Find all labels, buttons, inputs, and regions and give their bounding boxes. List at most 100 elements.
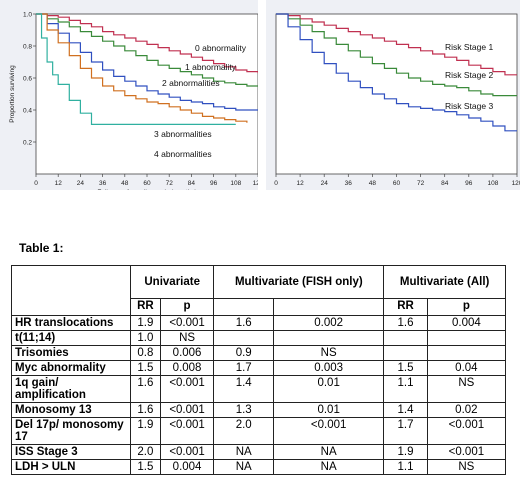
table-cell: 1.3 [213, 402, 275, 418]
table-cell: 0.04 [426, 360, 507, 376]
series-line [36, 13, 258, 87]
table-row: 1q gain/ amplification 1.6 <0.001 1.4 0.01 1.… [11, 375, 507, 403]
table-cell: <0.001 [273, 417, 385, 445]
series-line [36, 13, 259, 74]
table-cell: NA [273, 459, 385, 475]
table-cell: NA [213, 459, 275, 475]
x-tick-label: 84 [188, 180, 196, 187]
table-row: Myc abnormality 1.5 0.008 1.7 0.003 1.5 0.04 [11, 360, 507, 376]
table-group-header: Multivariate (All) [383, 265, 506, 299]
table-cell: 2.0 [130, 444, 161, 460]
x-tick-label: 96 [210, 180, 218, 187]
table-cell: <0.001 [159, 375, 215, 403]
series-line [276, 13, 517, 76]
x-tick-label: 36 [99, 180, 107, 187]
table-cell: 1.4 [213, 375, 275, 403]
table-cell [383, 345, 428, 361]
table-cell: NA [273, 444, 385, 460]
table-cell: 0.01 [273, 402, 385, 418]
table-group-header: Multivariate (FISH only) [213, 265, 385, 299]
row-label: Trisomies [11, 345, 131, 361]
x-tick-label: 72 [417, 180, 425, 187]
x-tick-label: 108 [230, 180, 241, 187]
table-caption: Table 1: [19, 241, 64, 255]
x-tick-label: 120 [253, 180, 258, 187]
table-cell: NS [159, 330, 215, 346]
table-subheader-row: RR p RR p [12, 298, 507, 316]
table-cell: NS [426, 459, 507, 475]
table-cell: 1.7 [383, 417, 428, 445]
row-label: t(11;14) [11, 330, 131, 346]
survival-chart-risk-stage: 0 12 24 36 48 60 72 84 96 108 120 Risk Stage 1 Risk … [266, 0, 520, 190]
survival-chart-abnormalities: 0 12 24 36 48 60 72 84 96 108 120 0.2 0.4 0.6 0.8 1.0 Pr… [0, 0, 264, 196]
table-cell: 0.01 [273, 375, 385, 403]
table-cell: <0.001 [159, 315, 215, 331]
series-label: 1 abnormality [185, 62, 237, 72]
y-axis-label: Proportion surviving [9, 65, 16, 123]
table-cell: 1.6 [383, 315, 428, 331]
row-label: ISS Stage 3 [11, 444, 131, 460]
x-tick-label: 48 [369, 180, 377, 187]
x-tick-label: 120 [512, 180, 520, 187]
table-cell: 1.7 [213, 360, 275, 376]
x-tick-label: 60 [143, 180, 151, 187]
y-tick-label: 1.0 [23, 12, 32, 19]
y-tick-label: 0.8 [23, 44, 32, 51]
table-cell: 0.004 [426, 315, 507, 331]
x-tick-label: 108 [487, 180, 498, 187]
table-group-header-row: Univariate Multivariate (FISH only) Multiv… [11, 265, 506, 316]
table-cell: 1.5 [130, 360, 161, 376]
table-cell: 0.004 [159, 459, 215, 475]
x-tick-label: 60 [393, 180, 401, 187]
table-cell: 1.1 [383, 459, 428, 475]
table-cell: 0.9 [213, 345, 275, 361]
table-cell: 1.9 [130, 315, 161, 331]
series-line [36, 13, 236, 125]
x-tick-label: 96 [465, 180, 473, 187]
table-cell: 1.9 [130, 417, 161, 445]
table-subheader: p [426, 298, 507, 316]
series-line [276, 13, 517, 97]
x-tick-label: 12 [55, 180, 63, 187]
x-tick-label: 0 [34, 180, 38, 187]
x-tick-label: 36 [345, 180, 353, 187]
x-tick-label: 24 [77, 180, 85, 187]
table-row: LDH > ULN 1.5 0.004 NA NA 1.1 NS [11, 459, 507, 475]
table-cell [213, 330, 275, 346]
table-corner-cell [11, 265, 131, 316]
table-cell: 2.0 [213, 417, 275, 445]
series-line [36, 13, 258, 111]
row-label: Monosomy 13 [11, 402, 131, 418]
table-cell [383, 330, 428, 346]
x-tick-label: 24 [321, 180, 329, 187]
table-cell: 1.4 [383, 402, 428, 418]
series-label: 3 abnormalities [154, 129, 212, 139]
row-label: HR translocations [11, 315, 131, 331]
table-subheader: RR [383, 298, 428, 316]
table-cell: 0.008 [159, 360, 215, 376]
series-label: Risk Stage 3 [445, 101, 493, 111]
series-label: Risk Stage 2 [445, 70, 493, 80]
series-label: 2 abnormalities [162, 78, 220, 88]
y-tick-label: 0.6 [23, 76, 32, 83]
row-label: Del 17p/ monosomy 17 [11, 417, 131, 445]
table-subheader: p [159, 298, 215, 316]
survival-plot-right: 0 12 24 36 48 60 72 84 96 108 120 Risk Stage 1 Risk … [274, 13, 520, 187]
table-cell: 0.002 [273, 315, 385, 331]
table-cell: <0.001 [159, 417, 215, 445]
table-row: Del 17p/ monosomy 17 1.9 <0.001 2.0 <0.001 1.… [11, 417, 507, 445]
table-subheader [273, 298, 385, 316]
y-tick-label: 0.4 [23, 108, 32, 115]
series-line [36, 13, 248, 123]
table-cell: 1.6 [213, 315, 275, 331]
series-label: 4 abnormalities [154, 149, 212, 159]
series-label: Risk Stage 1 [445, 42, 493, 52]
table-cell: 1.6 [130, 375, 161, 403]
table-cell: 1.6 [130, 402, 161, 418]
x-tick-label: 84 [441, 180, 449, 187]
x-tick-label: 72 [166, 180, 174, 187]
table-cell: <0.001 [426, 444, 507, 460]
y-tick-label: 0.2 [23, 140, 32, 147]
table-cell: <0.001 [159, 402, 215, 418]
x-tick-label: 12 [296, 180, 304, 187]
